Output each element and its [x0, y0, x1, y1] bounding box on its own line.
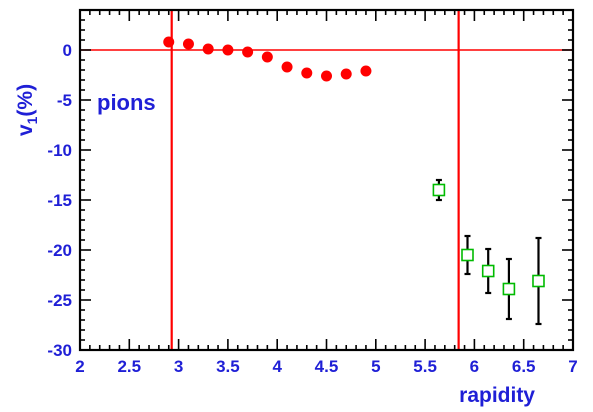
pion-data-point	[261, 51, 273, 63]
data-markers	[163, 36, 545, 326]
tick-labels: 2 2.5 3 3.5 4 4.5 5 5.5 6 6.5 7 0 -5 -10 -15 -20 -25 -30	[47, 41, 577, 376]
pion-data-point	[281, 61, 293, 73]
y-tick-label: -5	[57, 91, 72, 110]
x-tick-label: 4.5	[315, 357, 339, 376]
open-square-data-point	[532, 274, 545, 288]
pion-data-point	[242, 46, 254, 58]
pion-data-point	[321, 70, 332, 82]
y-tick-label: -10	[47, 141, 72, 160]
pion-data-point	[340, 68, 352, 80]
pion-data-point	[360, 65, 372, 77]
y-axis-title-unit: (%)	[14, 84, 37, 117]
reference-lines	[80, 10, 573, 350]
svg-text:v1(%): v1(%)	[14, 84, 40, 136]
x-tick-label: 3.5	[216, 357, 240, 376]
open-square-data-point	[432, 183, 446, 197]
open-square-data-point	[481, 264, 495, 278]
pion-data-point	[301, 67, 313, 79]
axis-ticks	[79, 9, 574, 351]
pion-data-point	[202, 43, 214, 55]
x-tick-label: 3	[174, 357, 183, 376]
x-tick-label: 5.5	[413, 357, 437, 376]
y-axis-title: v1(%)	[14, 84, 40, 136]
y-tick-label: -25	[47, 291, 72, 310]
x-tick-label: 4	[272, 357, 282, 376]
plot-frame	[78, 8, 575, 352]
pion-data-point	[163, 36, 175, 48]
annotation-pions: pions	[97, 90, 156, 115]
open-square-data-point	[502, 282, 516, 296]
y-tick-label: -20	[47, 241, 72, 260]
x-tick-label: 5	[371, 357, 380, 376]
x-tick-label: 2.5	[117, 357, 141, 376]
y-axis-title-main: v	[14, 124, 37, 136]
pion-data-point	[222, 44, 234, 56]
y-tick-label: 0	[63, 41, 72, 60]
y-tick-label: -30	[47, 341, 72, 360]
x-tick-label: 7	[568, 357, 577, 376]
y-axis-title-subscript: 1	[24, 116, 40, 124]
pion-data-point	[182, 38, 194, 50]
open-square-data-point	[461, 248, 474, 262]
y-tick-label: -15	[47, 191, 72, 210]
x-tick-label: 2	[75, 357, 84, 376]
x-axis-title: rapidity	[459, 384, 535, 407]
x-tick-label: 6.5	[512, 357, 536, 376]
x-tick-label: 6	[470, 357, 479, 376]
